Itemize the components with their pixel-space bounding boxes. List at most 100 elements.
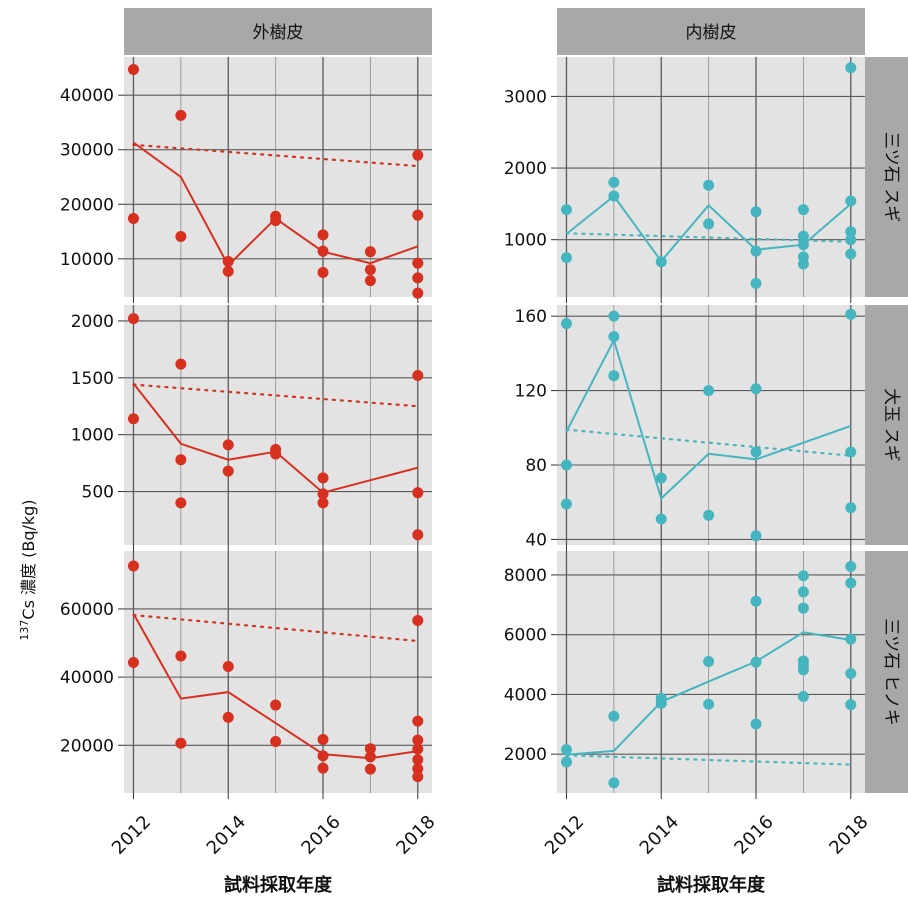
row-strip-label-mitsuishi-hinoki: 三ツ石 ヒノキ (881, 618, 901, 725)
data-point (703, 218, 715, 230)
data-point (608, 710, 620, 722)
data-point (797, 586, 809, 598)
data-point (175, 109, 187, 121)
panel-inner-odama-sugi: 40 80 120 160 (515, 305, 865, 551)
data-point (608, 370, 620, 382)
panel-outer-odama-sugi: 500 1000 1500 2000 (71, 305, 432, 551)
data-point (317, 266, 329, 278)
data-point (364, 743, 376, 755)
x-tick-label: 2018 (825, 811, 872, 858)
data-point (412, 754, 424, 766)
trend-line (132, 143, 419, 168)
y-tick-label: 4000 (504, 685, 547, 705)
y-tick-label: 2000 (71, 312, 114, 332)
data-point (608, 176, 620, 188)
data-point (703, 656, 715, 668)
data-point (750, 718, 762, 730)
data-point (317, 733, 329, 745)
data-point (270, 736, 282, 748)
data-point (845, 667, 857, 679)
data-point (222, 465, 234, 477)
trend-line (565, 428, 852, 457)
panel-background (557, 551, 865, 793)
trend-line (565, 232, 852, 243)
panel-background (124, 551, 432, 793)
data-point (175, 497, 187, 509)
data-point (797, 690, 809, 702)
svg-text:137Cs 濃度 (Bq/kg): 137Cs 濃度 (Bq/kg) (18, 499, 38, 640)
data-point (412, 763, 424, 775)
data-point (655, 513, 667, 525)
data-point (560, 744, 572, 756)
y-tick-label: 6000 (504, 626, 547, 646)
data-point (845, 633, 857, 645)
trend-line (565, 754, 852, 766)
trend-line (132, 383, 419, 408)
data-point (412, 487, 424, 499)
data-point (797, 258, 809, 270)
data-point (703, 698, 715, 710)
panel-inner-mitsuishi-sugi: 1000 2000 3000 (504, 57, 865, 303)
data-point (750, 206, 762, 218)
data-point (127, 656, 139, 668)
x-tick-label: 2018 (392, 811, 439, 858)
data-point (317, 229, 329, 241)
column-strip-inner-bark (557, 8, 865, 55)
data-point (412, 370, 424, 382)
y-tick-label: 500 (82, 483, 114, 503)
x-tick-label: 2016 (731, 811, 778, 858)
y-tick-label: 10000 (60, 250, 114, 270)
data-point (412, 529, 424, 541)
data-point (797, 204, 809, 216)
row-strip-odama-sugi (865, 305, 908, 545)
x-tick-label: 2016 (298, 811, 345, 858)
y-tick-label: 1000 (504, 231, 547, 251)
data-point (222, 711, 234, 723)
data-point (364, 264, 376, 276)
data-point (560, 756, 572, 768)
y-tick-label: 30000 (60, 141, 114, 161)
y-tick-label: 20000 (60, 195, 114, 215)
y-tick-label: 160 (515, 307, 547, 327)
data-point (703, 509, 715, 521)
y-tick-label: 2000 (504, 159, 547, 179)
mean-line (565, 337, 852, 501)
data-point (364, 246, 376, 258)
data-point (845, 446, 857, 458)
row-strip-label-odama-sugi: 大玉 スギ (881, 388, 901, 461)
data-point (222, 265, 234, 277)
data-point (655, 472, 667, 484)
data-point (270, 448, 282, 460)
data-point (364, 763, 376, 775)
data-point (412, 209, 424, 221)
trend-line (132, 613, 419, 643)
data-point (845, 502, 857, 514)
data-point (412, 149, 424, 161)
data-point (560, 459, 572, 471)
data-point (317, 488, 329, 500)
data-point (797, 602, 809, 614)
panel-outer-mitsuishi-sugi: 10000 20000 30000 40000 (60, 57, 432, 303)
data-point (175, 358, 187, 370)
data-point (412, 743, 424, 755)
data-point (317, 245, 329, 257)
data-point (750, 277, 762, 289)
data-point (127, 64, 139, 76)
mean-line (132, 382, 419, 494)
row-strip-mitsuishi-hinoki (865, 551, 908, 793)
panel-outer-mitsuishi-hinoki: 20000 40000 60000 2012 2014 2016 2018 (60, 551, 440, 859)
data-point (608, 777, 620, 789)
data-point (750, 656, 762, 668)
data-point (845, 699, 857, 711)
data-point (412, 257, 424, 269)
data-point (317, 762, 329, 774)
data-point (845, 308, 857, 320)
data-point (127, 560, 139, 572)
data-point (412, 715, 424, 727)
data-point (703, 179, 715, 191)
data-point (845, 561, 857, 573)
column-strip-outer-bark (124, 8, 432, 55)
data-point (608, 310, 620, 322)
data-point (127, 212, 139, 224)
row-strip-mitsuishi-sugi (865, 57, 908, 297)
